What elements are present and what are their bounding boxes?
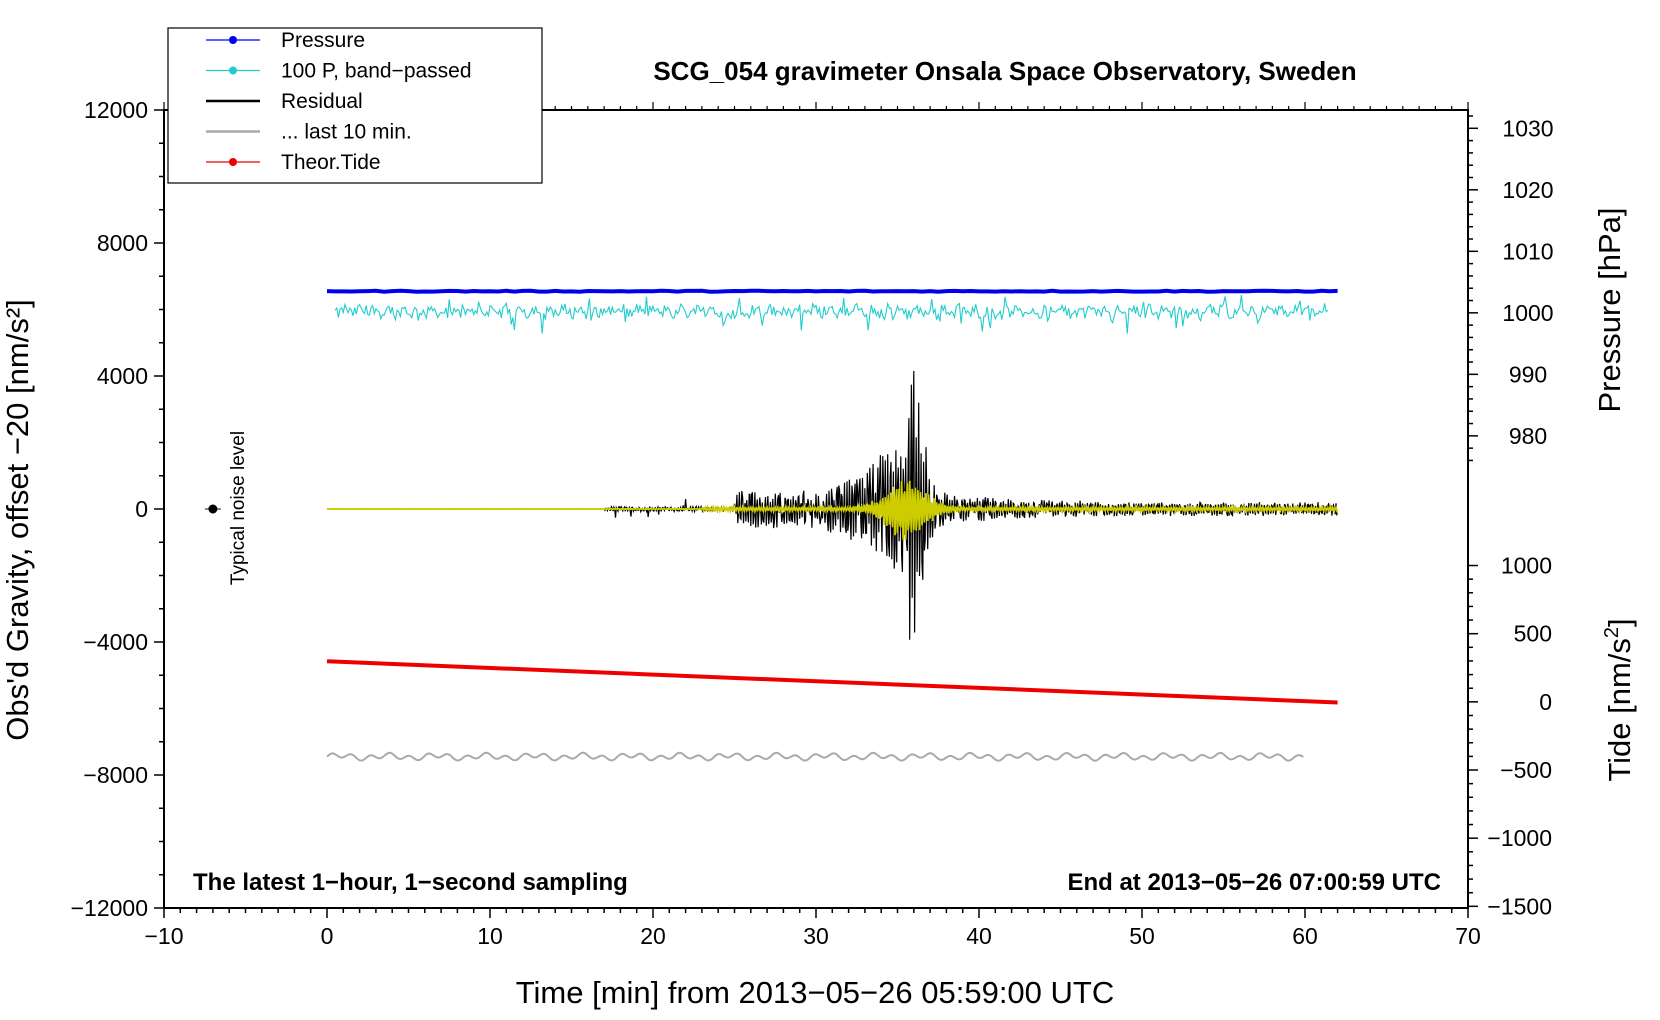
noise-marker	[204, 504, 221, 514]
y-axis-title-pressure: Pressure [hPa]	[1592, 207, 1627, 412]
x-tick-label: 40	[966, 923, 992, 949]
tide-title-prefix: Tide [nm/s	[1602, 638, 1637, 782]
legend-label: 100 P, band−passed	[281, 60, 472, 83]
legend-swatch-marker	[229, 36, 237, 44]
tide-tick-label: 0	[1539, 689, 1552, 715]
x-axis-title: Time [min] from 2013−05−26 05:59:00 UTC	[516, 975, 1115, 1010]
annotation-end-time: End at 2013−05−26 07:00:59 UTC	[1067, 869, 1441, 896]
x-tick-label: 30	[803, 923, 829, 949]
legend-label: Theor.Tide	[281, 151, 381, 174]
annotation-sampling: The latest 1−hour, 1−second sampling	[193, 869, 628, 896]
legend-label: Pressure	[281, 29, 365, 52]
legend-label: ... last 10 min.	[281, 121, 412, 144]
legend: Pressure 100 P, band−passed Residual ... la…	[167, 27, 543, 184]
legend-swatch-marker	[229, 66, 237, 75]
y-tick-label: −12000	[71, 895, 148, 921]
x-tick-label: 20	[640, 923, 666, 949]
tide-tick-label: −500	[1500, 757, 1552, 783]
series-residual-filtered	[326, 480, 1339, 540]
series-last-10-min	[326, 751, 1304, 762]
tide-tick-label: 1000	[1501, 553, 1552, 579]
legend-label: Residual	[281, 90, 363, 113]
series-bandpassed-pressure	[334, 295, 1329, 334]
pressure-tick-label: 1010	[1502, 238, 1553, 264]
pressure-tick-label: 990	[1509, 361, 1547, 387]
y-axis-title-tide: Tide [nm/s2]	[1601, 618, 1637, 781]
tide-title-superscript: 2	[1601, 627, 1623, 638]
noise-level-label: Typical noise level	[228, 431, 249, 585]
x-tick-label: −10	[144, 923, 183, 949]
y-tick-label: 0	[135, 496, 148, 522]
y-tick-label: 8000	[97, 230, 148, 256]
tide-tick-label: 500	[1514, 621, 1552, 647]
pressure-tick-label: 1020	[1502, 177, 1553, 203]
y-tick-label: 4000	[97, 363, 148, 389]
x-tick-label: 50	[1129, 923, 1155, 949]
y-tick-label: −8000	[83, 762, 148, 788]
x-tick-label: 10	[477, 923, 503, 949]
x-tick-label: 60	[1292, 923, 1318, 949]
pressure-tick-label: 980	[1509, 423, 1547, 449]
x-tick-label: 70	[1455, 923, 1481, 949]
legend-box	[167, 27, 543, 184]
tide-tick-label: −1000	[1487, 825, 1552, 851]
x-tick-label: 0	[321, 923, 334, 949]
y-tick-label: −4000	[83, 629, 148, 655]
legend-swatch-marker	[229, 158, 237, 166]
y-tick-label: 12000	[84, 97, 148, 123]
series-layer	[326, 288, 1339, 762]
y-axis-title-left: Obs'd Gravity, offset −20 [nm/s²]	[0, 299, 35, 741]
axes-layer: −10 0 10 20 30 40 50 60 7012000800040000−4000−80…	[71, 97, 1554, 949]
pressure-tick-label: 1000	[1502, 300, 1553, 326]
chart-title: SCG_054 gravimeter Onsala Space Observat…	[653, 56, 1356, 86]
tide-tick-label: −1500	[1487, 893, 1552, 919]
noise-marker-dot	[208, 504, 218, 514]
pressure-tick-label: 1030	[1502, 115, 1553, 141]
series-theoretical-tide	[326, 659, 1338, 705]
series-pressure	[326, 288, 1338, 294]
tide-title-suffix: ]	[1602, 618, 1637, 627]
